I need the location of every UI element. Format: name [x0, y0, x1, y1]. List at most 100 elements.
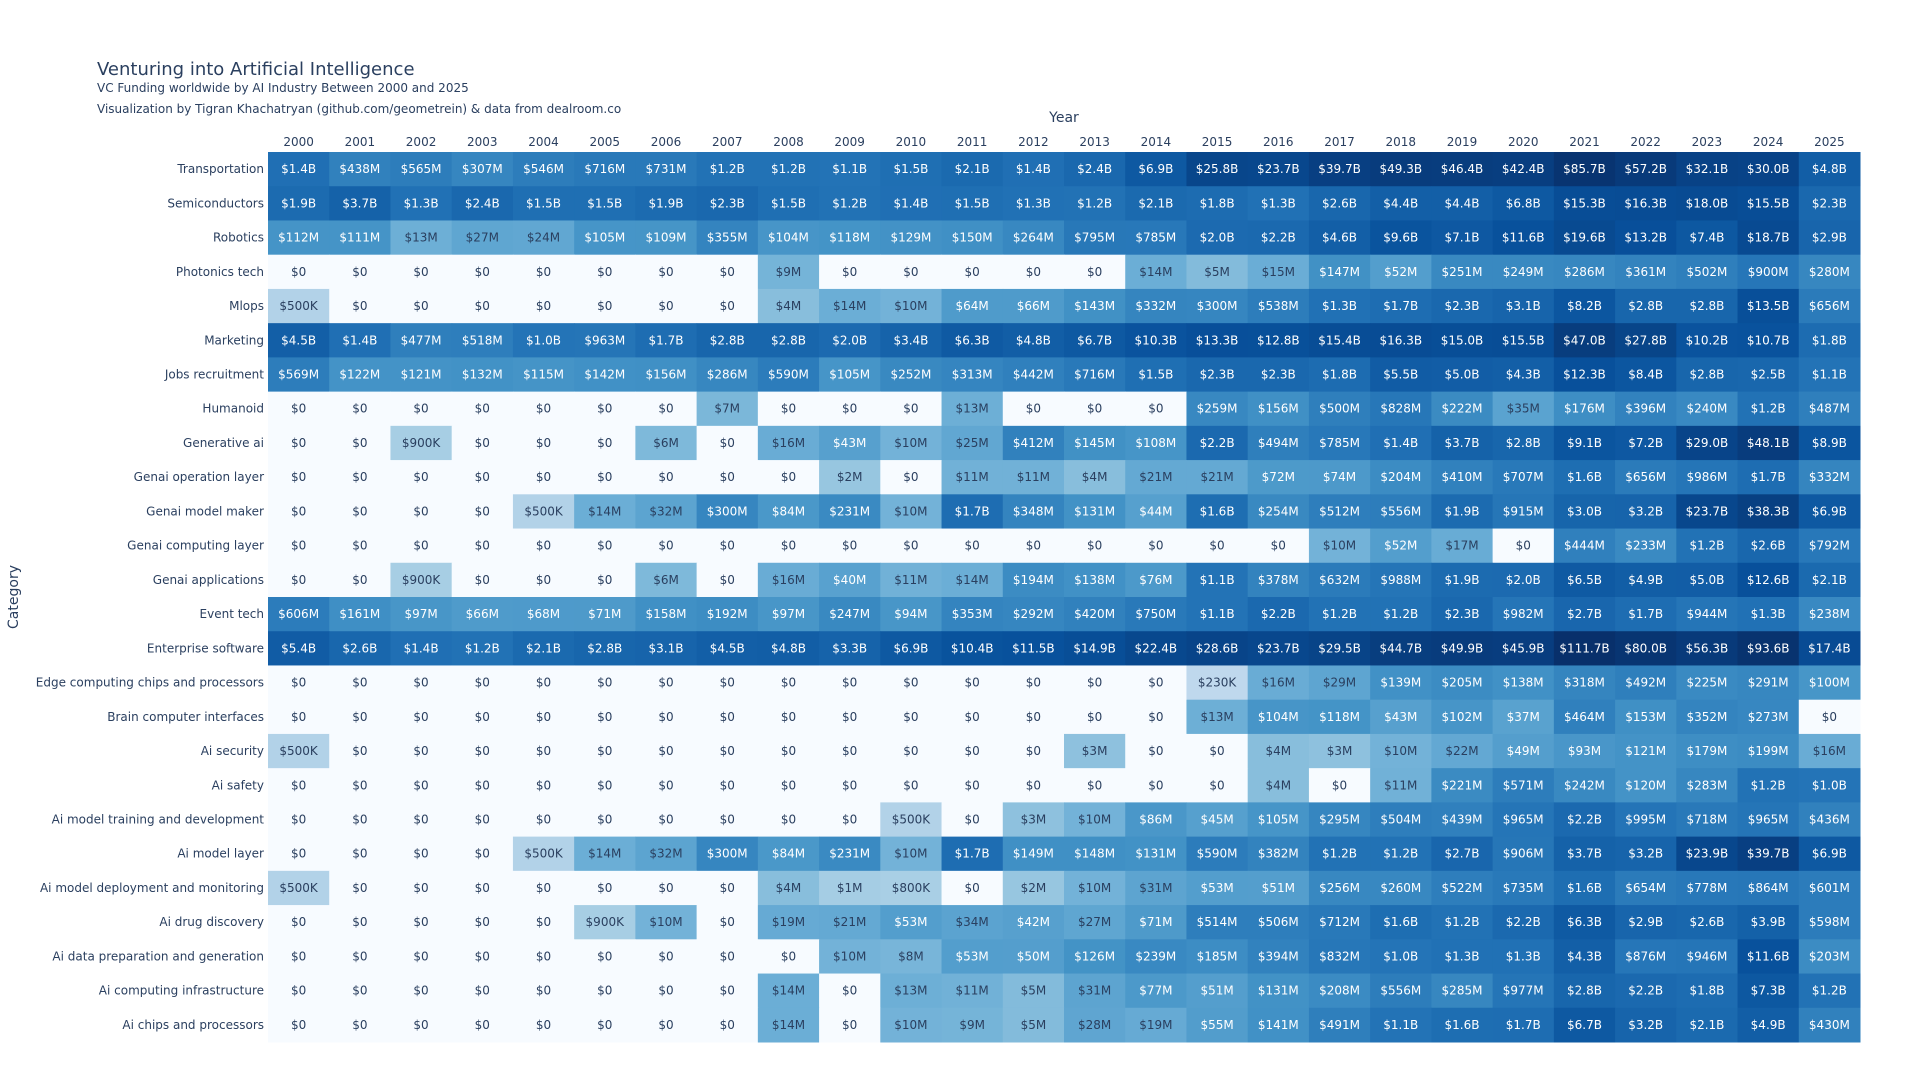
- heatmap-cell-label: $80.0B: [1624, 641, 1667, 655]
- heatmap-cell-label: $14.9B: [1073, 641, 1116, 655]
- heatmap-cell: [390, 528, 453, 564]
- heatmap-cell-label: $11M: [956, 984, 989, 998]
- heatmap-cell: [512, 220, 575, 256]
- heatmap-cell: [1553, 254, 1616, 290]
- heatmap-cell: [1186, 460, 1249, 495]
- heatmap-cell-label: $286M: [1564, 265, 1605, 279]
- heatmap-cell-label: $1.4B: [404, 641, 439, 655]
- heatmap-cell-label: $21M: [1139, 470, 1172, 484]
- y-tick-label: Semiconductors: [167, 196, 264, 210]
- heatmap-cell-label: $4.3B: [1506, 368, 1541, 382]
- x-tick-label: 2022: [1630, 135, 1661, 149]
- heatmap-cell-label: $0: [352, 710, 367, 724]
- heatmap-cell: [1431, 391, 1494, 427]
- heatmap-cell-label: $11M: [894, 573, 927, 587]
- heatmap-cell-label: $76M: [1139, 573, 1172, 587]
- heatmap-cell-labels: $1.4B $438M $565M $307M $546M $716M $731M $1.2B…: [278, 162, 1851, 1032]
- heatmap-cell: [1186, 733, 1249, 769]
- heatmap-cell: [1492, 631, 1555, 666]
- heatmap-cell-label: $0: [352, 436, 367, 450]
- heatmap-cell-label: $251M: [1442, 265, 1483, 279]
- heatmap-cell-label: $13M: [1200, 710, 1233, 724]
- x-axis-title: Year: [1048, 110, 1079, 126]
- heatmap-cell: [880, 460, 943, 495]
- heatmap-cell-label: $750M: [1135, 607, 1176, 621]
- heatmap-cell: [1370, 460, 1432, 495]
- heatmap-cell-label: $2.4B: [465, 196, 500, 210]
- heatmap-cell: [329, 905, 391, 940]
- heatmap-cell-label: $0: [597, 778, 612, 792]
- heatmap-cell-label: $0: [597, 265, 612, 279]
- heatmap-cell: [1798, 905, 1861, 940]
- heatmap-cell: [757, 733, 820, 769]
- heatmap-cell: [1064, 186, 1126, 221]
- heatmap-cell: [451, 323, 514, 358]
- heatmap-cell-label: $792M: [1809, 539, 1850, 553]
- heatmap-cell-label: $205M: [1442, 676, 1483, 690]
- heatmap-cell: [390, 186, 453, 221]
- heatmap-cell: [941, 254, 1004, 290]
- heatmap-cell: [1370, 357, 1432, 393]
- heatmap-cell: [1186, 699, 1249, 735]
- heatmap-cell: [819, 254, 881, 290]
- heatmap-cell-label: $46.4B: [1441, 162, 1484, 176]
- heatmap-cell: [1247, 186, 1310, 221]
- heatmap-cell-label: $9.1B: [1567, 436, 1602, 450]
- heatmap-cell: [1431, 733, 1494, 769]
- heatmap-cell: [1676, 152, 1739, 187]
- heatmap-cell: [329, 254, 391, 290]
- x-tick-label: 2012: [1018, 135, 1049, 149]
- heatmap-cell: [1370, 699, 1432, 735]
- heatmap-cell: [819, 1007, 881, 1043]
- heatmap-cell-label: $0: [842, 778, 857, 792]
- heatmap-cell: [574, 973, 636, 1009]
- heatmap-cell-label: $0: [291, 539, 306, 553]
- y-tick-label: Ai data preparation and generation: [52, 949, 264, 963]
- heatmap-cell: [1308, 562, 1371, 598]
- heatmap-cell-label: $348M: [1013, 504, 1054, 518]
- heatmap-cell-label: $0: [291, 436, 306, 450]
- heatmap-cell: [1002, 905, 1065, 940]
- heatmap-cell: [635, 562, 698, 598]
- heatmap-cell: [1002, 220, 1065, 256]
- heatmap-cell: [880, 905, 943, 940]
- heatmap-cell-label: $14M: [772, 984, 805, 998]
- heatmap-cell: [1615, 802, 1677, 838]
- heatmap-cell: [1064, 631, 1126, 666]
- heatmap-cell-label: $143M: [1074, 299, 1115, 313]
- heatmap-cell: [941, 357, 1004, 393]
- heatmap-cell: [512, 768, 575, 803]
- heatmap-cell-label: $2.8B: [1689, 368, 1724, 382]
- heatmap-cell-label: $0: [475, 504, 490, 518]
- heatmap-cell-label: $19.6B: [1563, 231, 1606, 245]
- heatmap-cell-label: $0: [965, 813, 980, 827]
- heatmap-cell: [574, 905, 636, 940]
- heatmap-cell-label: $0: [1026, 676, 1041, 690]
- heatmap-cell-label: $10M: [894, 1018, 927, 1032]
- heatmap-cell-label: $1.8B: [1812, 333, 1847, 347]
- heatmap-cell: [1492, 220, 1555, 256]
- heatmap-cell-label: $10M: [1323, 539, 1356, 553]
- heatmap-cell: [512, 597, 575, 632]
- heatmap-cell: [1125, 562, 1187, 598]
- heatmap-cell-label: $32M: [649, 847, 682, 861]
- heatmap-cell: [1798, 699, 1861, 735]
- heatmap-cell: [1125, 186, 1187, 221]
- heatmap-cell: [1676, 323, 1739, 358]
- heatmap-cell-label: $5.0B: [1689, 573, 1724, 587]
- heatmap-cell: [819, 973, 881, 1009]
- heatmap-cell-label: $0: [352, 813, 367, 827]
- heatmap-cell-label: $378M: [1258, 573, 1299, 587]
- heatmap-cell: [390, 870, 453, 906]
- heatmap-cell: [1186, 494, 1249, 530]
- heatmap-cell-label: $34M: [956, 915, 989, 929]
- heatmap-cell-label: $1.5B: [771, 196, 806, 210]
- heatmap-cell-label: $18.7B: [1747, 231, 1790, 245]
- heatmap-cell-label: $15.4B: [1318, 333, 1361, 347]
- heatmap-cell-label: $0: [536, 573, 551, 587]
- heatmap-cell-label: $0: [965, 881, 980, 895]
- heatmap-cell-label: $105M: [829, 368, 870, 382]
- heatmap-cell: [574, 699, 636, 735]
- heatmap-cell-label: $571M: [1503, 778, 1544, 792]
- heatmap-cell-label: $1.9B: [1445, 573, 1480, 587]
